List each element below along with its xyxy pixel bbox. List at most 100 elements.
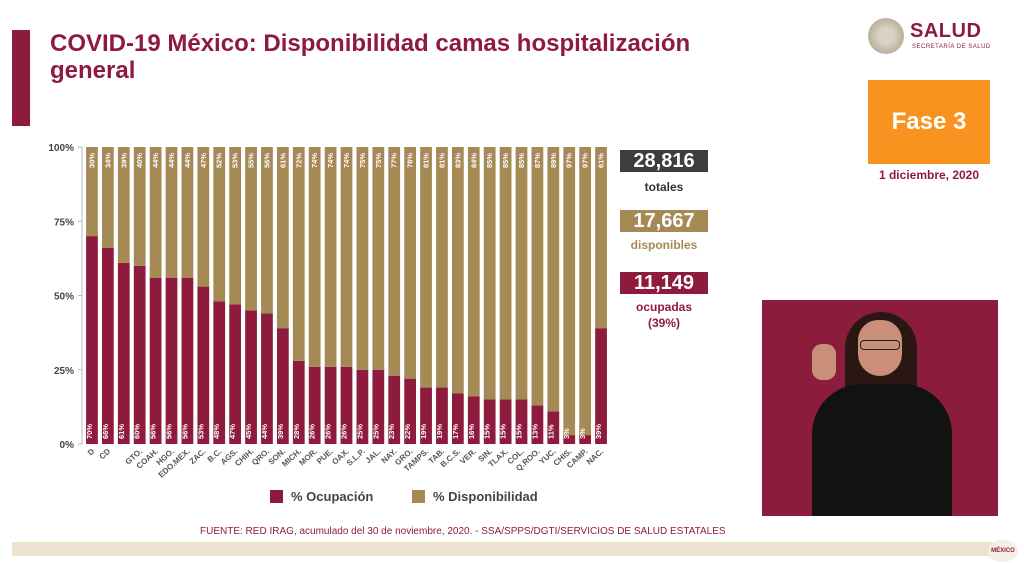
bar-occupied [245, 310, 257, 444]
data-label-occupied: 11% [546, 424, 555, 439]
bar-occupied [436, 387, 448, 444]
bar-available [117, 147, 130, 263]
data-label-occupied: 25% [355, 424, 364, 439]
legend-available: % Disponibilidad [412, 489, 538, 504]
x-tick-label: QRO. [250, 447, 271, 467]
bar-occupied [515, 399, 528, 444]
bar-occupied [308, 366, 321, 444]
data-label-occupied: 56% [165, 424, 174, 439]
bar-occupied [499, 399, 512, 444]
bar-available [388, 147, 401, 376]
bar-occupied [133, 265, 146, 444]
bar-available [547, 147, 560, 412]
data-label-available: 40% [135, 153, 144, 168]
bar-available [165, 147, 178, 278]
bar-available [245, 147, 257, 311]
data-label-available: 30% [87, 153, 96, 168]
interpreter-body [812, 384, 952, 516]
data-label-available: 81% [422, 153, 431, 168]
bar-occupied [149, 277, 162, 444]
data-label-occupied: 44% [260, 424, 269, 439]
data-label-occupied: 53% [196, 424, 205, 439]
data-label-occupied: 25% [371, 424, 380, 439]
data-label-available: 72% [294, 153, 303, 168]
x-tick-label: NAC. [585, 447, 606, 467]
data-label-occupied: 3% [562, 428, 571, 439]
y-tick-label: 0% [60, 440, 75, 451]
bar-available [420, 147, 432, 388]
page-title: COVID-19 México: Disponibilidad camas ho… [50, 30, 691, 84]
available-beds-label: disponibles [630, 238, 698, 252]
bar-available [404, 147, 417, 379]
bar-occupied [451, 393, 464, 444]
bar-available [292, 147, 305, 361]
data-label-occupied: 39% [276, 424, 285, 439]
bar-available [595, 147, 607, 329]
bar-occupied [483, 399, 496, 444]
bar-available [149, 147, 162, 278]
bar-occupied [372, 369, 385, 444]
legend-occupied-swatch [270, 490, 283, 503]
x-tick-label: ZAC. [188, 447, 208, 466]
data-label-available: 89% [549, 153, 558, 168]
data-label-available: 44% [183, 153, 192, 168]
bar-occupied [101, 247, 114, 444]
bar-occupied [404, 378, 417, 444]
data-label-available: 61% [597, 153, 606, 168]
data-label-occupied: 45% [244, 424, 253, 439]
bar-available [261, 147, 273, 314]
data-label-occupied: 15% [499, 424, 508, 439]
bar-occupied [420, 387, 432, 444]
total-beds-label: totales [644, 180, 684, 194]
data-label-occupied: 15% [483, 424, 492, 439]
bar-available [483, 147, 496, 400]
bottom-band [12, 542, 1012, 556]
data-label-available: 81% [437, 153, 446, 168]
interpreter-glasses [860, 340, 900, 350]
data-label-occupied: 39% [594, 424, 603, 439]
bar-available [436, 147, 448, 388]
data-label-occupied: 17% [451, 424, 460, 439]
bar-available [276, 147, 289, 329]
data-label-occupied: 47% [228, 424, 237, 439]
data-label-available: 39% [119, 153, 128, 168]
data-label-occupied: 15% [515, 424, 524, 439]
salud-logo: SALUD SECRETARÍA DE SALUD [868, 18, 1008, 58]
bar-occupied [229, 304, 242, 444]
bar-available [340, 147, 353, 367]
data-label-available: 53% [231, 153, 240, 168]
bar-occupied [563, 435, 576, 444]
bar-occupied [579, 435, 592, 444]
phase-date: 1 diciembre, 2020 [878, 168, 980, 182]
data-label-available: 44% [167, 153, 176, 168]
data-label-available: 55% [247, 153, 256, 168]
bar-available [451, 147, 464, 394]
data-label-occupied: 13% [530, 424, 539, 439]
data-label-available: 74% [326, 153, 335, 168]
bar-occupied [181, 277, 194, 444]
legend-available-swatch [412, 490, 425, 503]
data-label-available: 83% [453, 153, 462, 168]
data-label-available: 34% [103, 153, 112, 168]
data-label-occupied: 28% [292, 424, 301, 439]
data-label-available: 77% [390, 153, 399, 168]
data-label-occupied: 60% [133, 424, 142, 439]
data-label-available: 87% [533, 153, 542, 168]
bar-occupied [197, 286, 210, 444]
data-label-occupied: 26% [308, 424, 317, 439]
bar-available [101, 147, 114, 248]
occupied-beds-label: ocupadas [635, 300, 692, 314]
data-label-occupied: 22% [403, 424, 412, 439]
bar-available [133, 147, 146, 266]
bar-available [213, 147, 226, 302]
data-label-occupied: 3% [578, 428, 587, 439]
data-label-occupied: 56% [149, 424, 158, 439]
available-beds-value: 17,667 [620, 210, 708, 232]
data-label-available: 56% [262, 153, 271, 168]
bar-occupied [595, 328, 607, 444]
bar-available [229, 147, 242, 305]
x-tick-label: S.L.P. [345, 447, 367, 468]
mexico-badge: MÉXICO [988, 540, 1018, 562]
bar-available [356, 147, 369, 370]
